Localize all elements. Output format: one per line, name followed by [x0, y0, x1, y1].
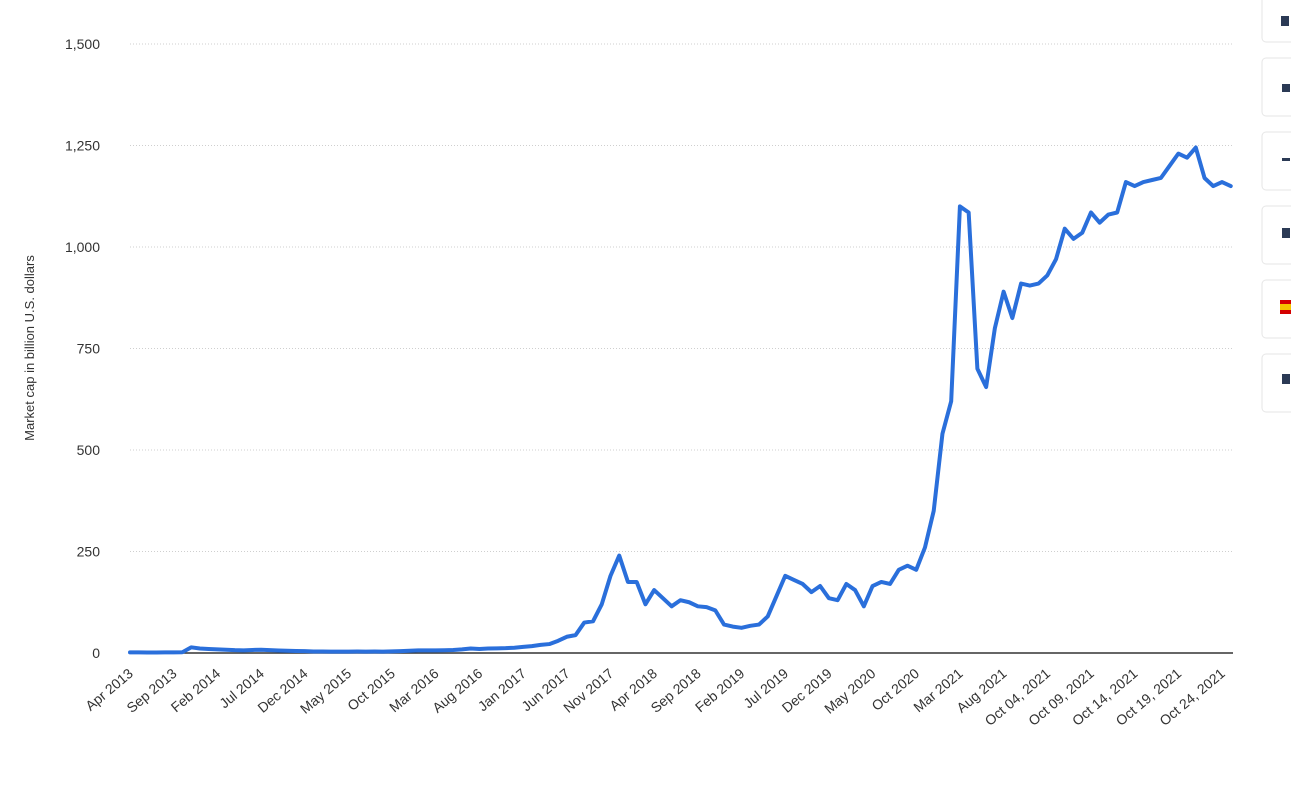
y-tick-label: 750: [77, 341, 101, 357]
icon: [1282, 228, 1290, 238]
icon: [1282, 84, 1290, 92]
toolbar-button[interactable]: [1261, 205, 1291, 265]
y-axis-title: Market cap in billion U.S. dollars: [22, 255, 37, 441]
y-tick-label: 250: [77, 544, 101, 560]
y-tick-label: 1,250: [65, 138, 100, 154]
icon: [1280, 300, 1291, 304]
side-toolbar: [1261, 0, 1291, 413]
icon: [1282, 158, 1290, 161]
x-tick-label: Jan 2017: [475, 665, 530, 714]
y-tick-label: 500: [77, 442, 101, 458]
y-tick-label: 1,000: [65, 239, 100, 255]
toolbar-button[interactable]: [1261, 279, 1291, 339]
x-tick-label: Feb 2014: [168, 665, 224, 715]
toolbar-button[interactable]: [1261, 57, 1291, 117]
y-tick-label: 0: [92, 645, 100, 661]
toolbar-button[interactable]: [1261, 0, 1291, 43]
y-tick-label: 1,500: [65, 36, 100, 52]
toolbar-button[interactable]: [1261, 131, 1291, 191]
toolbar-button[interactable]: [1261, 353, 1291, 413]
icon: [1281, 16, 1289, 26]
x-tick-label: Feb 2019: [692, 665, 748, 715]
data-line: [128, 145, 1233, 655]
icon: [1280, 304, 1291, 310]
icon: [1280, 310, 1291, 314]
icon: [1282, 374, 1290, 384]
